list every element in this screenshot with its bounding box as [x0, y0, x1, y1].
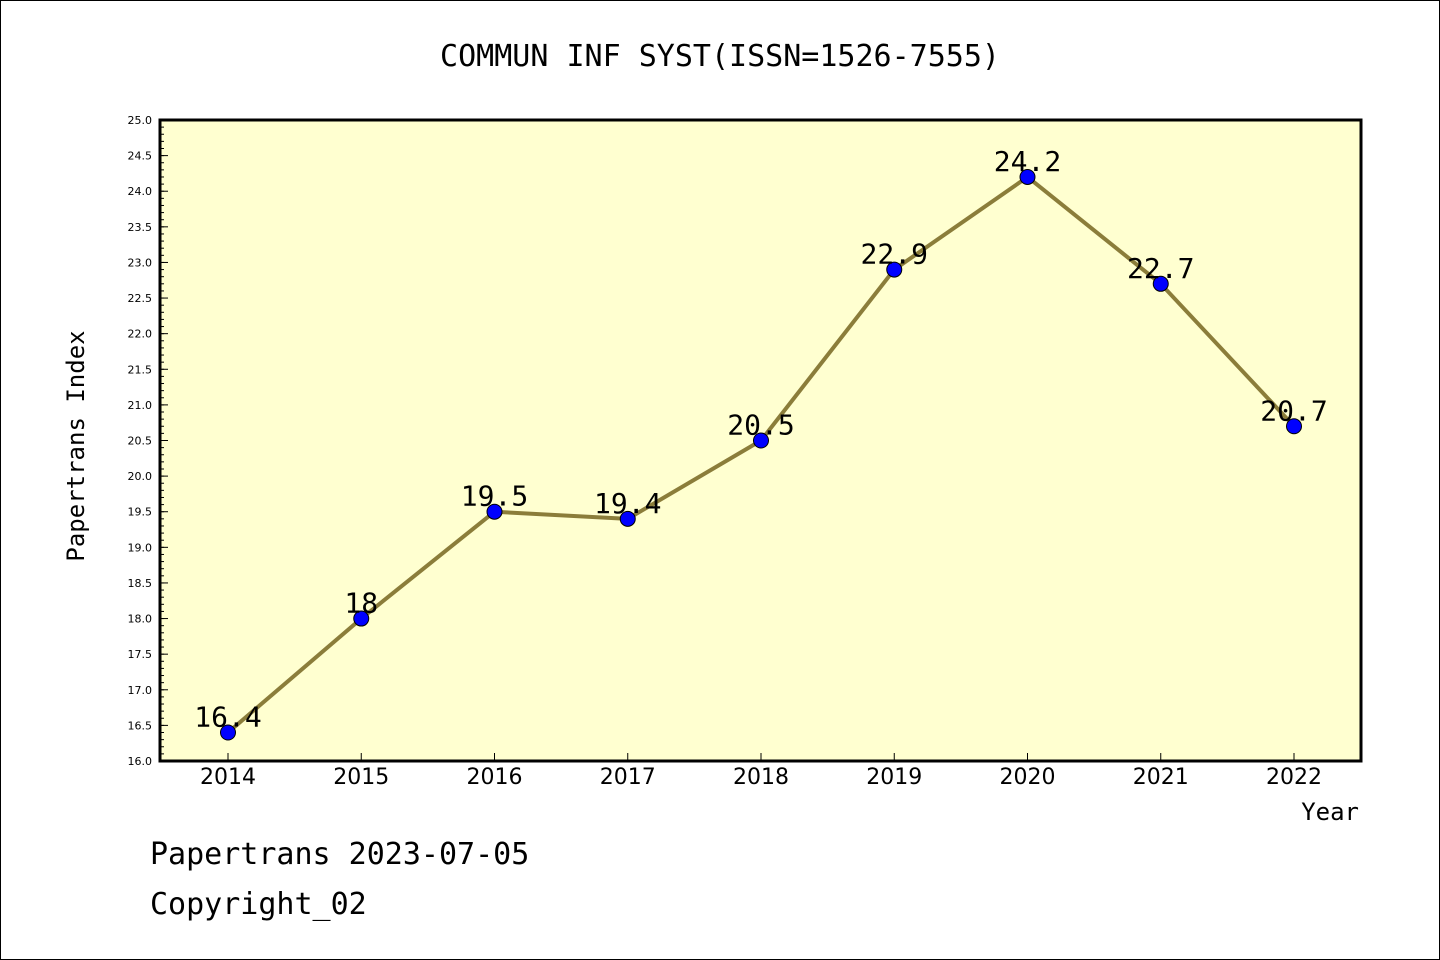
y-tick-label: 22.0: [128, 328, 153, 341]
plot-border: [158, 118, 1363, 763]
data-point: [753, 432, 769, 449]
x-tick-label: 2020: [1000, 765, 1056, 790]
x-tick-label: 2017: [600, 765, 656, 790]
x-tick-label: 2016: [467, 765, 523, 790]
data-point: [1152, 275, 1169, 292]
x-axis-label: Year: [1301, 798, 1359, 826]
data-label: 18: [344, 587, 378, 620]
data-label: 20.7: [1260, 394, 1327, 427]
y-axis-label: Papertrans Index: [62, 330, 90, 561]
data-point: [220, 724, 236, 741]
x-tick-label: 2021: [1133, 765, 1189, 790]
y-tick-label: 21.5: [128, 363, 153, 376]
y-tick-label: 24.0: [128, 185, 153, 198]
chart-title: COMMUN INF SYST(ISSN=1526-7555): [440, 39, 1000, 74]
series-line-group: [220, 168, 1302, 741]
data-label-group: 16.4 18 19.5 19.4 20.5 22.9 24.2 22.7 20.7: [194, 145, 1327, 734]
data-label: 16.4: [194, 701, 261, 734]
y-tick-label: 18.0: [128, 613, 153, 626]
data-point: [353, 610, 370, 627]
x-tick-label: 2015: [333, 765, 389, 790]
y-tick-label: 23.0: [128, 256, 153, 269]
y-axis: 16.0 16.5 17.0 17.5 18.0 18.5 19.0 19.5 20.0 20.5…: [128, 114, 168, 768]
x-tick-label: 2014: [200, 765, 256, 790]
data-point: [886, 261, 903, 278]
y-tick-label: 19.0: [128, 541, 153, 554]
y-tick-label: 18.5: [128, 577, 153, 590]
data-label: 22.7: [1127, 252, 1194, 285]
data-label: 19.4: [594, 487, 661, 520]
y-tick-label: 17.0: [128, 684, 153, 697]
x-tick-label: 2018: [733, 765, 789, 790]
data-point: [1286, 418, 1302, 435]
y-tick-label: 17.5: [128, 648, 153, 661]
y-tick-label: 19.5: [128, 506, 153, 519]
data-label: 24.2: [994, 145, 1061, 178]
y-tick-label: 16.5: [128, 719, 153, 732]
x-tick-label: 2022: [1266, 765, 1322, 790]
y-tick-label: 23.5: [128, 221, 153, 234]
y-tick-label: 20.5: [128, 435, 153, 448]
data-label: 20.5: [727, 409, 794, 442]
footer-date: Papertrans 2023-07-05: [150, 837, 529, 872]
y-tick-label: 21.0: [128, 399, 153, 412]
data-label: 19.5: [461, 480, 528, 513]
data-point: [619, 510, 636, 527]
y-tick-label: 24.5: [128, 150, 153, 163]
x-tick-label: 2019: [866, 765, 922, 790]
y-tick-label: 25.0: [128, 114, 153, 127]
x-axis: 2014 2015 2016 2017 2018 2019 2020 2021 2022: [200, 753, 1322, 790]
y-tick-label: 22.5: [128, 292, 153, 305]
footer-copyright: Copyright_02: [150, 887, 367, 922]
y-tick-label: 20.0: [128, 470, 153, 483]
data-point: [1019, 168, 1036, 185]
data-point: [486, 503, 503, 520]
y-tick-label: 16.0: [128, 755, 153, 768]
data-label: 22.9: [861, 238, 928, 271]
